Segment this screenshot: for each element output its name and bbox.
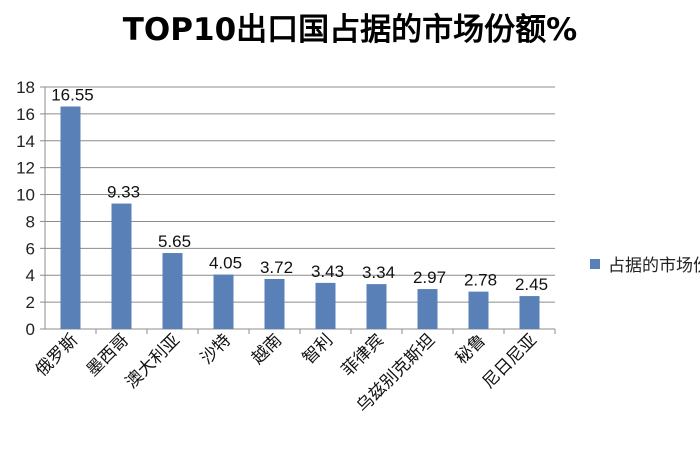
data-label: 3.72 (260, 258, 293, 277)
data-label: 3.34 (362, 263, 395, 282)
y-tick-label: 16 (16, 105, 35, 124)
category-label: 俄罗斯 (32, 330, 82, 380)
data-label: 9.33 (107, 183, 140, 202)
y-tick-label: 2 (26, 293, 35, 312)
legend: 占据的市场份额% (590, 256, 700, 276)
data-label: 3.43 (311, 262, 344, 281)
category-label: 澳大利亚 (122, 330, 184, 392)
bar-乌兹别克斯坦 (417, 289, 438, 329)
bar-越南 (264, 278, 285, 329)
bar-墨西哥 (111, 203, 132, 329)
y-tick-label: 0 (26, 320, 35, 339)
y-tick-label: 8 (26, 212, 35, 231)
bar-尼日尼亚 (519, 296, 540, 329)
bar-菲律宾 (366, 284, 387, 329)
y-tick-label: 4 (26, 266, 35, 285)
y-axis-ticks: 0 2 4 6 8 10 12 14 16 18 (16, 78, 35, 339)
data-label: 4.05 (209, 254, 242, 273)
bar-俄罗斯 (60, 106, 81, 329)
y-tick-label: 6 (26, 239, 35, 258)
y-tick-label: 18 (16, 78, 35, 97)
data-label: 2.97 (413, 268, 446, 287)
legend-label: 占据的市场份额% (608, 256, 700, 276)
chart-title: TOP10出口国占据的市场份额% (122, 12, 578, 48)
data-label: 5.65 (158, 232, 191, 251)
bar-澳大利亚 (162, 253, 183, 329)
bar-秘鲁 (468, 291, 489, 329)
category-label: 尼日尼亚 (479, 330, 541, 392)
data-label: 2.45 (515, 275, 548, 294)
category-label: 菲律宾 (338, 330, 388, 380)
category-label: 智利 (299, 330, 337, 368)
data-label: 2.78 (464, 271, 497, 290)
legend-swatch (590, 259, 600, 269)
data-label: 16.55 (51, 85, 94, 104)
data-labels: 16.55 9.33 5.65 4.05 3.72 3.43 3.34 2.97 2.78 2.4… (51, 85, 548, 294)
y-tick-label: 12 (16, 159, 35, 178)
category-label: 沙特 (197, 330, 235, 368)
category-label: 越南 (248, 330, 286, 368)
y-tick-label: 10 (16, 186, 35, 205)
bar-智利 (315, 282, 336, 329)
bar-沙特 (213, 274, 234, 329)
y-tick-label: 14 (16, 132, 35, 151)
category-label: 秘鲁 (452, 330, 490, 368)
bars (60, 106, 540, 329)
category-label: 墨西哥 (83, 330, 133, 380)
